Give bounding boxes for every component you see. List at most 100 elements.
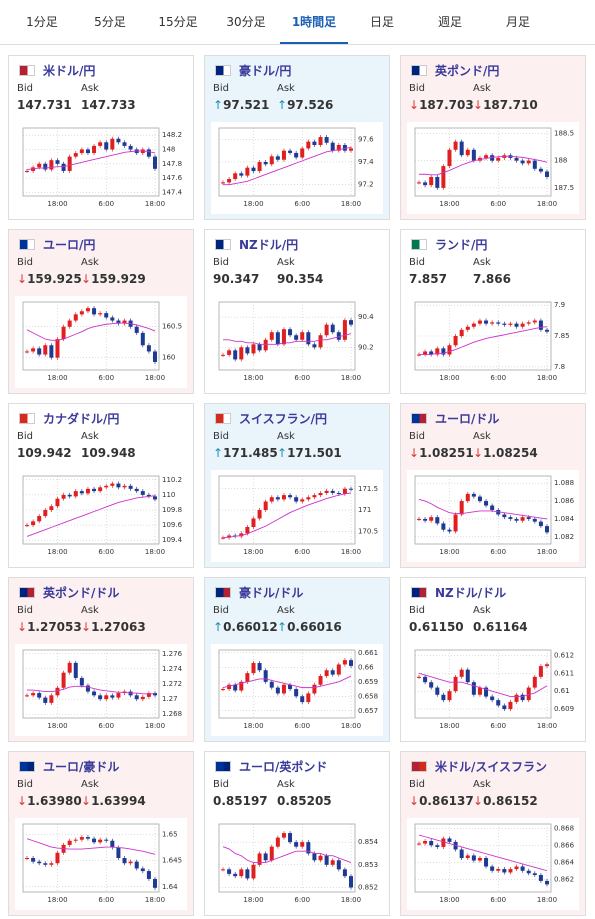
ask-label: Ask xyxy=(473,257,491,268)
candle xyxy=(538,320,543,330)
currency-panel[interactable]: ランド/円 Bid Ask 7.857 7.866 7.8 7.85 7.9 18:00 6:00… xyxy=(400,229,586,394)
candle xyxy=(465,149,470,156)
currency-panel[interactable]: ユーロ/豪ドル Bid Ask ↓1.63980 ↓1.63994 1.64 1.645 1.… xyxy=(8,751,194,916)
mini-chart: 90.2 90.4 18:00 6:00 18:00 xyxy=(211,296,383,388)
candle xyxy=(55,160,60,164)
tab[interactable]: 5分足 xyxy=(94,15,126,29)
candle xyxy=(263,339,268,351)
tab[interactable]: 1分足 xyxy=(26,15,58,29)
y-tick-label: 0.866 xyxy=(554,841,575,849)
candle xyxy=(79,837,84,840)
currency-panel[interactable]: ユーロ/円 Bid Ask ↓159.925 ↓159.929 160 160.5 18:00… xyxy=(8,229,194,394)
bid-value: ↓1.27053 xyxy=(17,620,82,634)
candle xyxy=(275,497,280,500)
plot-border xyxy=(414,127,552,197)
candle xyxy=(37,163,42,168)
tab[interactable]: 30分足 xyxy=(226,15,266,29)
candle xyxy=(245,167,250,176)
currency-panel[interactable]: 豪ドル/円 Bid Ask ↑97.521 ↑97.526 97.2 97.4 97.6 18:… xyxy=(204,55,390,220)
candle xyxy=(324,324,329,336)
candle xyxy=(281,684,286,694)
currency-panel[interactable]: NZドル/ドル Bid Ask 0.61150 0.61164 0.609 0.61 0.61… xyxy=(400,577,586,742)
candle xyxy=(85,149,90,154)
candle xyxy=(43,345,48,355)
candle xyxy=(300,499,305,502)
candle xyxy=(146,693,151,697)
tab[interactable]: 15分足 xyxy=(158,15,198,29)
candle xyxy=(25,695,29,697)
candle xyxy=(526,160,531,164)
currency-panel[interactable]: 米ドル/スイスフラン Bid Ask ↓0.86137 ↓0.86152 0.862 0.8… xyxy=(400,751,586,916)
candle xyxy=(490,322,495,324)
candle xyxy=(263,501,268,510)
candle xyxy=(545,880,549,885)
candle xyxy=(532,518,537,522)
currency-panel[interactable]: 英ポンド/円 Bid Ask ↓187.703 ↓187.710 187.5 188 188.… xyxy=(400,55,586,220)
plot-border xyxy=(22,127,160,197)
candle xyxy=(532,676,537,688)
candle xyxy=(98,695,103,700)
candle xyxy=(532,873,537,875)
candle xyxy=(281,495,286,500)
direction-arrow: ↓ xyxy=(409,446,420,460)
candle xyxy=(330,670,335,675)
candle xyxy=(508,323,513,325)
bid-price: 1.27053 xyxy=(27,620,82,634)
bid-label: Bid xyxy=(213,257,229,268)
candle xyxy=(122,858,127,864)
candle xyxy=(477,496,482,502)
y-tick-label: 7.9 xyxy=(554,301,565,309)
currency-panel[interactable]: 英ポンド/ドル Bid Ask ↓1.27053 ↓1.27063 1.268 1.27 1.… xyxy=(8,577,194,742)
ask-label: Ask xyxy=(473,605,491,616)
tab[interactable]: 日足 xyxy=(369,15,394,29)
candle xyxy=(269,497,274,502)
candle xyxy=(281,833,286,838)
bid-label: Bid xyxy=(17,431,33,442)
currency-panel[interactable]: 米ドル/円 Bid Ask 147.731 147.733 147.4 147.6 147.8… xyxy=(8,55,194,220)
y-tick-label: 147.4 xyxy=(162,188,183,196)
candle xyxy=(227,535,232,538)
y-tick-label: 171 xyxy=(358,506,371,514)
ask-value: ↑171.501 xyxy=(277,446,342,460)
candle xyxy=(514,157,519,161)
currency-panel[interactable]: スイスフラン/円 Bid Ask ↑171.485 ↑171.501 170.5 171 17… xyxy=(204,403,390,568)
currency-panel[interactable]: 豪ドル/ドル Bid Ask ↑0.66012 ↑0.66016 0.657 0.658 0.… xyxy=(204,577,390,742)
tab[interactable]: 1時間足 xyxy=(280,0,348,44)
candle xyxy=(312,344,317,348)
ask-label: Ask xyxy=(81,605,99,616)
flag-icon xyxy=(19,65,35,76)
candle xyxy=(227,179,232,183)
candle xyxy=(477,320,482,324)
candle xyxy=(245,347,250,354)
candle xyxy=(110,840,115,848)
moving-average xyxy=(27,685,155,695)
x-tick-label: 18:00 xyxy=(537,896,557,904)
candle xyxy=(294,497,299,502)
candle xyxy=(239,681,244,691)
candle xyxy=(508,701,513,710)
currency-panel[interactable]: ユーロ/ドル Bid Ask ↓1.08251 ↓1.08254 1.082 1.084 1.… xyxy=(400,403,586,568)
bid-value: ↑0.66012 xyxy=(213,620,278,634)
candle xyxy=(251,344,256,354)
currency-panel[interactable]: NZドル/円 Bid Ask 90.347 90.354 90.2 90.4 18:00 6:0… xyxy=(204,229,390,394)
flag-icon xyxy=(411,587,427,598)
currency-panel[interactable]: ユーロ/英ポンド Bid Ask 0.85197 0.85205 0.852 0.853 0.… xyxy=(204,751,390,916)
candle xyxy=(330,324,335,333)
tab[interactable]: 週足 xyxy=(437,15,462,29)
x-tick-label: 18:00 xyxy=(47,722,67,730)
y-tick-label: 109.8 xyxy=(162,506,182,514)
moving-average xyxy=(222,675,352,689)
moving-average xyxy=(222,846,352,863)
candle xyxy=(484,687,489,697)
candle xyxy=(520,866,525,871)
tab[interactable]: 月足 xyxy=(505,15,530,29)
candle xyxy=(275,837,280,847)
y-tick-label: 0.853 xyxy=(358,861,378,869)
candle xyxy=(221,869,225,871)
currency-panel[interactable]: カナダドル/円 Bid Ask 109.942 109.948 109.4 109.6 109… xyxy=(8,403,194,568)
candle xyxy=(79,311,84,315)
candle xyxy=(134,488,139,492)
bid-label: Bid xyxy=(409,83,425,94)
candle xyxy=(336,332,341,340)
ask-value: ↓0.86152 xyxy=(473,794,538,808)
